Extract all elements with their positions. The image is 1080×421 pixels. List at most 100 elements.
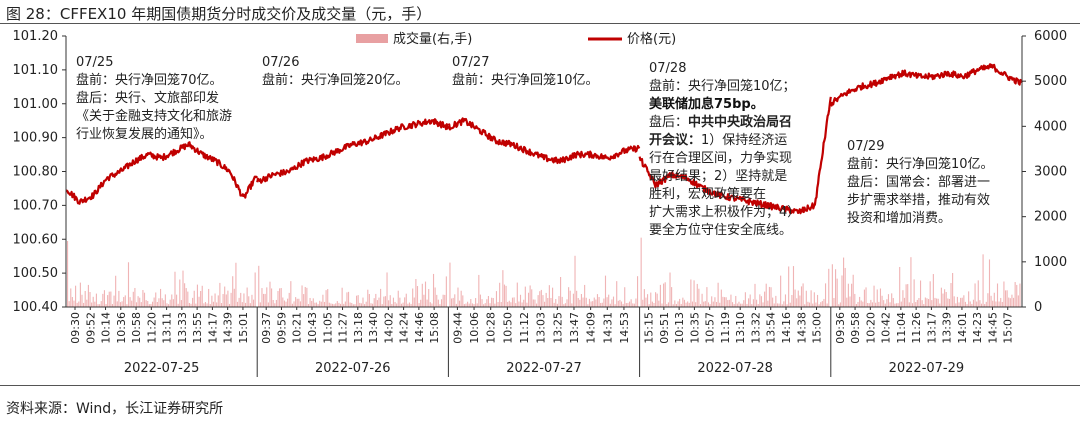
right-tick-label: 4000	[1034, 119, 1067, 134]
volume-bar	[331, 303, 334, 307]
volume-bar	[627, 302, 629, 307]
volume-bar	[937, 298, 939, 307]
volume-bar	[548, 285, 550, 307]
volume-bar	[410, 303, 412, 307]
volume-bar	[878, 301, 880, 307]
annotation-line: 07/26	[262, 55, 299, 70]
volume-bar	[225, 294, 227, 307]
volume-bar	[767, 300, 769, 307]
right-tick-label: 5000	[1034, 74, 1067, 89]
volume-bar	[529, 285, 531, 307]
volume-bar	[574, 255, 576, 307]
volume-bar	[436, 294, 438, 307]
time-tick-label: 13:25	[551, 312, 564, 344]
volume-bar	[201, 285, 203, 307]
volume-bar	[174, 271, 176, 307]
volume-bar	[902, 290, 904, 307]
volume-bar	[500, 302, 502, 307]
volume-bar	[720, 289, 722, 307]
volume-bar	[691, 301, 694, 307]
volume-bar	[364, 304, 366, 307]
volume-bar	[942, 293, 944, 307]
volume-bar	[102, 293, 104, 307]
volume-bar	[990, 295, 992, 307]
volume-bar	[404, 297, 406, 307]
volume-bar	[290, 281, 292, 307]
volume-bar	[617, 300, 619, 307]
volume-bar	[752, 299, 754, 307]
volume-bar	[445, 276, 447, 307]
volume-bar	[693, 280, 695, 307]
volume-bar	[775, 295, 777, 307]
volume-bar	[950, 283, 952, 307]
volume-bar	[719, 302, 721, 307]
volume-bar	[272, 300, 274, 307]
time-tick-label: 10:42	[880, 312, 893, 344]
time-tick-label: 13:10	[734, 312, 747, 344]
volume-bar	[568, 287, 570, 307]
volume-bar	[164, 294, 166, 307]
volume-bar	[976, 301, 978, 307]
volume-bar	[293, 301, 295, 307]
time-tick-label: 09:37	[260, 312, 273, 344]
volume-bar	[471, 303, 473, 307]
volume-bar	[847, 283, 849, 307]
volume-bar	[690, 279, 692, 307]
time-tick-label: 14:09	[585, 312, 598, 344]
volume-bar	[81, 294, 83, 307]
time-tick-label: 10:35	[688, 312, 701, 344]
annotation-line: 最好结果；2）坚持就是	[649, 169, 787, 184]
volume-bar	[126, 304, 128, 307]
volume-bar	[838, 304, 840, 307]
volume-bar	[325, 290, 327, 307]
annotation-line: 盘后：中共中央政治局召	[649, 114, 792, 130]
volume-bar	[826, 303, 828, 307]
volume-bar	[677, 301, 679, 307]
volume-bar	[68, 301, 70, 307]
volume-bar	[193, 290, 195, 307]
volume-bar	[1008, 297, 1010, 307]
time-tick-label: 14:23	[971, 312, 984, 344]
time-tick-label: 13:33	[176, 312, 189, 344]
time-tick-label: 13:47	[568, 312, 581, 344]
volume-bar	[176, 294, 178, 307]
volume-bar	[800, 286, 803, 307]
volume-bar	[307, 304, 310, 307]
time-tick-label: 10:06	[468, 312, 481, 344]
time-tick-label: 13:03	[535, 312, 548, 344]
volume-bar	[91, 302, 93, 307]
volume-bar	[682, 297, 684, 307]
volume-bar	[835, 269, 837, 307]
volume-bar	[988, 259, 991, 307]
volume-bar	[380, 288, 382, 307]
volume-bar	[129, 297, 131, 307]
price-line-segment	[65, 141, 259, 205]
volume-bar	[421, 283, 423, 307]
volume-bar	[298, 298, 300, 307]
volume-bar	[333, 304, 335, 307]
time-tick-label: 11:12	[518, 312, 531, 344]
volume-bar	[794, 289, 796, 307]
volume-bar	[871, 302, 873, 307]
volume-bar	[344, 301, 346, 307]
volume-bar	[121, 301, 123, 307]
volume-bar	[269, 281, 271, 307]
day-label: 2022-07-29	[889, 361, 965, 376]
volume-bar	[163, 300, 165, 307]
right-tick-label: 3000	[1034, 165, 1067, 180]
volume-bar	[295, 297, 297, 307]
volume-bar	[969, 301, 971, 307]
volume-bar	[220, 303, 223, 307]
right-tick-label: 2000	[1034, 210, 1067, 225]
volume-bar	[791, 295, 793, 307]
chart: 100.40 100.50 100.60 100.70 100.80 100.90 101.…	[13, 29, 1067, 377]
volume-bar	[516, 282, 518, 307]
volume-bar	[513, 297, 515, 307]
volume-bar	[696, 283, 698, 307]
volume-bar	[95, 293, 97, 307]
volume-bar	[119, 302, 122, 307]
left-tick-label: 101.20	[13, 29, 59, 44]
left-tick-label: 100.90	[13, 131, 59, 146]
annotation-line: 行在合理区间，力争实现	[649, 151, 792, 166]
volume-bar	[143, 292, 146, 307]
